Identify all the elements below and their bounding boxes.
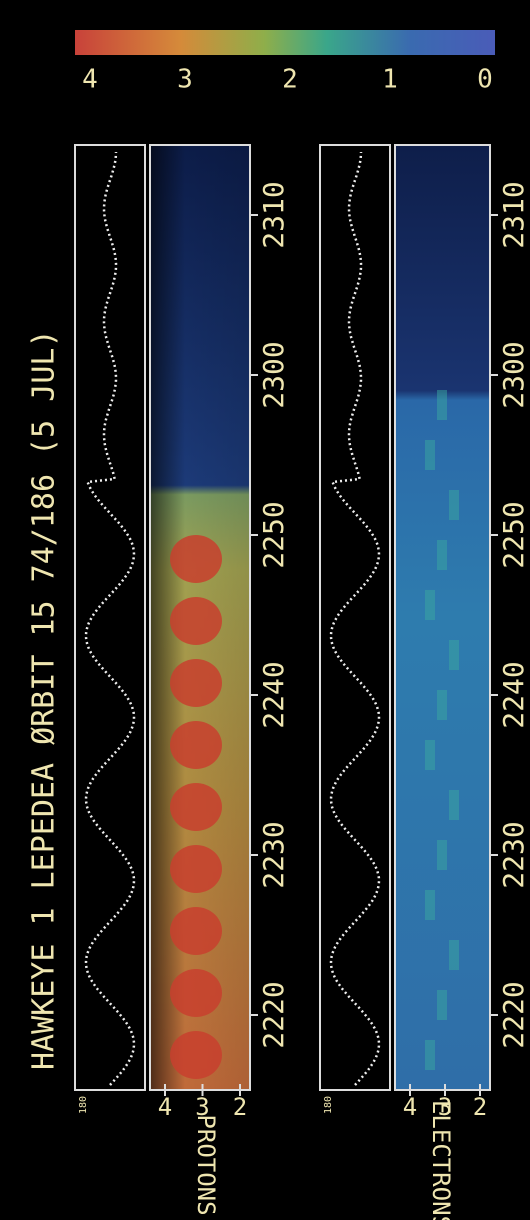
electron-streak	[449, 940, 459, 970]
electron-streak	[437, 990, 447, 1020]
proton-blob	[170, 659, 222, 707]
x-tick-label: 2300	[497, 341, 530, 408]
x-tick-label: 2220	[497, 981, 530, 1048]
panel-label: PROTONS	[192, 1114, 220, 1215]
x-tick-label: 2230	[257, 821, 290, 888]
y-tick-label: 2	[233, 1093, 247, 1121]
proton-blob	[170, 597, 222, 645]
proton-blob	[170, 721, 222, 769]
electron-streak	[425, 740, 435, 770]
electron-streak	[437, 690, 447, 720]
colorbar-label: 4	[82, 65, 98, 95]
x-tick-label: 2250	[497, 501, 530, 568]
rotated-display: HAWKEYE 1 LEPEDEA ØRBIT 15 74/186 (5 JUL…	[27, 30, 530, 1220]
x-tick-label: 2310	[257, 181, 290, 248]
proton-blob	[170, 535, 222, 583]
electron-streak	[449, 490, 459, 520]
proton-blob	[170, 845, 222, 893]
electron-streak	[425, 440, 435, 470]
proton-trace	[84, 151, 136, 1086]
proton-frame	[149, 144, 251, 1091]
electron-streak	[437, 840, 447, 870]
x-tick-label: 2220	[257, 981, 290, 1048]
scale-label: 180	[78, 1096, 89, 1114]
electron-spectrogram	[395, 145, 490, 1090]
colorbar-label: 2	[282, 65, 298, 95]
x-tick-label: 2240	[257, 661, 290, 728]
y-tick-label: 2	[473, 1093, 487, 1121]
y-tick-label: 4	[158, 1093, 172, 1121]
x-tick-label: 2250	[257, 501, 290, 568]
colorbar	[75, 30, 495, 55]
y-tick-label: 3	[195, 1093, 209, 1121]
electron-frame	[394, 144, 491, 1091]
x-tick-label: 2230	[497, 821, 530, 888]
electron-streak	[437, 390, 447, 420]
x-tick-label: 2300	[257, 341, 290, 408]
electron-streak	[425, 890, 435, 920]
electron-streak	[449, 790, 459, 820]
electron-streak	[425, 1040, 435, 1070]
proton-blob	[170, 783, 222, 831]
electron-streak	[437, 540, 447, 570]
title: HAWKEYE 1 LEPEDEA ØRBIT 15 74/186 (5 JUL…	[27, 329, 62, 1070]
x-tick-label: 2240	[497, 661, 530, 728]
proton-blob	[170, 907, 222, 955]
electron-streak	[425, 590, 435, 620]
electron-line-panel	[319, 144, 391, 1091]
proton-blob	[170, 969, 222, 1017]
colorbar-label: 0	[477, 65, 493, 95]
electron-streak	[449, 640, 459, 670]
y-tick-label: 3	[438, 1093, 452, 1121]
proton-blob	[170, 1031, 222, 1079]
colorbar-label: 3	[177, 65, 193, 95]
proton-line-panel	[74, 144, 146, 1091]
electron-trace	[329, 151, 381, 1086]
y-tick-label: 4	[403, 1093, 417, 1121]
panel-label: ELECTRONS	[427, 1100, 455, 1220]
scale-label: 180	[323, 1096, 334, 1114]
colorbar-label: 1	[382, 65, 398, 95]
x-tick-label: 2310	[497, 181, 530, 248]
